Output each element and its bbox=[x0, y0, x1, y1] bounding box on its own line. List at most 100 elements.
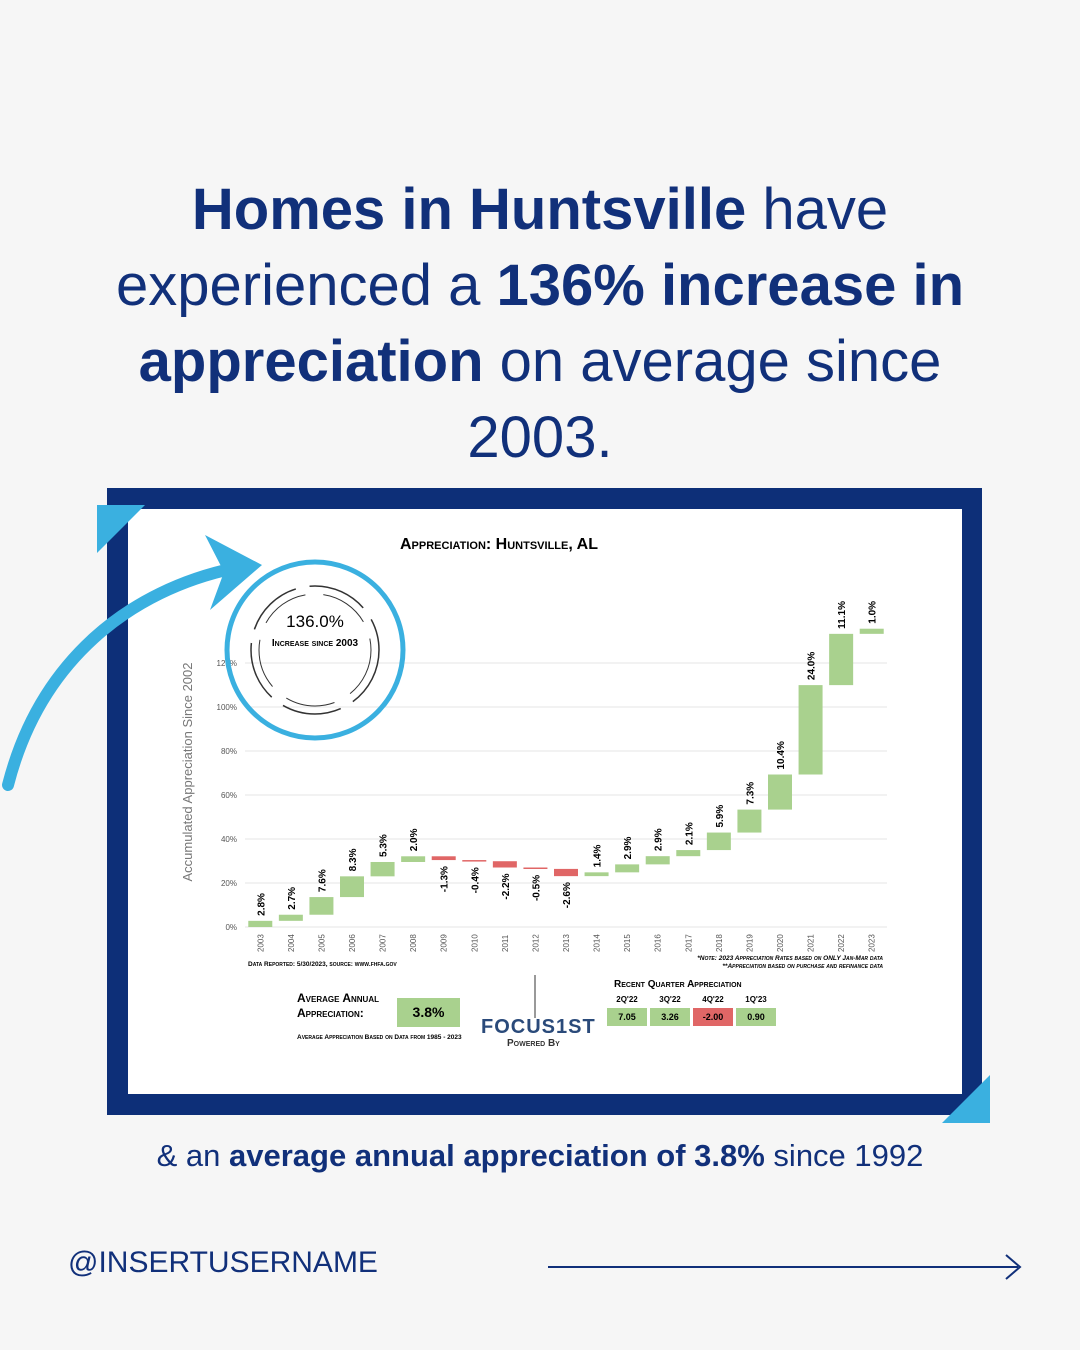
bar bbox=[676, 850, 701, 857]
bar bbox=[798, 685, 823, 775]
y-tick-label: 80% bbox=[221, 747, 237, 756]
bar bbox=[523, 867, 548, 870]
bar bbox=[401, 856, 426, 862]
bar bbox=[829, 633, 854, 686]
arrow-head bbox=[205, 535, 262, 610]
headline: Homes in Huntsville have experienced a 1… bbox=[40, 172, 1040, 476]
bar bbox=[248, 920, 273, 927]
bar bbox=[554, 868, 578, 877]
x-tick-label: 2013 bbox=[562, 934, 571, 952]
recent-title: Recent Quarter Appreciation bbox=[614, 979, 742, 990]
value-label: 5.9% bbox=[715, 805, 726, 828]
headline-text: experienced a bbox=[116, 253, 497, 318]
x-tick-label: 2011 bbox=[501, 934, 510, 952]
x-tick-label: 2015 bbox=[623, 934, 632, 952]
subline-bold: average annual appreciation of 3.8% bbox=[229, 1138, 765, 1173]
average-value: 3.8% bbox=[397, 998, 460, 1027]
note: **Appreciation based on purchase and ref… bbox=[722, 963, 883, 970]
chart-card bbox=[128, 509, 962, 1094]
value-label: -2.6% bbox=[562, 882, 573, 908]
chart-title-text: Appreciation: Huntsville, AL bbox=[400, 536, 598, 553]
bar bbox=[645, 856, 670, 865]
value-label: 1.0% bbox=[868, 601, 879, 624]
value-label: 2.9% bbox=[623, 836, 634, 859]
notes: *Note: 2023 Appreciation Rates based on … bbox=[600, 955, 883, 971]
value-label: 11.1% bbox=[837, 601, 848, 629]
x-tick-label: 2022 bbox=[837, 934, 846, 952]
x-tick-label: 2010 bbox=[470, 934, 479, 952]
y-tick-label: 0% bbox=[225, 923, 237, 932]
value-label: 24.0% bbox=[807, 652, 818, 680]
value-label: -0.4% bbox=[470, 867, 481, 893]
handle: @INSERTUSERNAME bbox=[68, 1246, 378, 1279]
value-label: 2.9% bbox=[654, 828, 665, 851]
quarter-value: 0.90 bbox=[736, 1008, 776, 1026]
value-label: -0.5% bbox=[531, 875, 542, 901]
x-tick-label: 2008 bbox=[409, 934, 418, 952]
value-label: 10.4% bbox=[776, 741, 787, 769]
x-tick-label: 2014 bbox=[593, 934, 602, 952]
callout-label: Increase since 2003 bbox=[271, 638, 359, 649]
subline: & an average annual appreciation of 3.8%… bbox=[0, 1138, 1080, 1174]
x-tick-label: 2007 bbox=[379, 934, 388, 952]
x-tick-label: 2004 bbox=[287, 934, 296, 952]
bar bbox=[706, 832, 731, 851]
callout-ring bbox=[258, 593, 372, 707]
subline-text: since 1992 bbox=[764, 1138, 924, 1173]
bar bbox=[278, 914, 303, 921]
bar bbox=[737, 809, 762, 833]
bar bbox=[431, 856, 456, 861]
value-label: -2.2% bbox=[501, 873, 512, 899]
headline-text: on average since bbox=[483, 329, 942, 394]
x-tick-label: 2009 bbox=[440, 934, 449, 952]
value-label: -1.3% bbox=[440, 866, 451, 892]
x-tick-label: 2017 bbox=[684, 934, 693, 952]
average-label: Average Annual Appreciation: bbox=[297, 991, 380, 1020]
value-label: 2.0% bbox=[409, 828, 420, 851]
y-tick-label: 60% bbox=[221, 791, 237, 800]
x-tick-label: 2020 bbox=[776, 934, 785, 952]
x-tick-label: 2006 bbox=[348, 934, 357, 952]
headline-bold: appreciation bbox=[138, 329, 484, 394]
value-label: 8.3% bbox=[348, 848, 359, 871]
bar bbox=[340, 876, 364, 898]
x-tick-label: 2018 bbox=[715, 934, 724, 952]
callout-circle bbox=[224, 559, 406, 741]
value-label: 7.6% bbox=[317, 869, 328, 892]
value-label: 1.4% bbox=[593, 844, 604, 867]
source-note: Data Reported: 5/30/2023, source: www.fh… bbox=[248, 961, 397, 968]
y-axis-label: Accumulated Appreciation Since 2002 bbox=[180, 663, 195, 882]
value-label: 2.1% bbox=[684, 822, 695, 845]
chart: 0%20%40%60%80%100%120%Accumulated Apprec… bbox=[180, 601, 887, 952]
quarter-value: 7.05 bbox=[607, 1008, 647, 1026]
value-label: 7.3% bbox=[745, 782, 756, 805]
bar bbox=[309, 897, 334, 915]
x-tick-label: 2019 bbox=[745, 934, 754, 952]
y-tick-label: 40% bbox=[221, 835, 237, 844]
corner-triangle bbox=[942, 1075, 990, 1123]
chart-title: Appreciation: Huntsville, AL bbox=[400, 536, 598, 554]
quarter-value: -2.00 bbox=[693, 1008, 733, 1026]
y-tick-label: 100% bbox=[217, 703, 237, 712]
bar bbox=[768, 774, 792, 810]
arrow bbox=[2, 562, 241, 791]
next-arrow-head bbox=[1005, 1254, 1022, 1280]
subline-text: & an bbox=[156, 1138, 230, 1173]
x-tick-label: 2012 bbox=[531, 934, 540, 952]
value-label: 2.7% bbox=[287, 887, 298, 910]
logo-tagline: Powered By bbox=[507, 1038, 560, 1049]
quarter-label: 1Q'23 bbox=[745, 995, 767, 1004]
bar bbox=[584, 872, 609, 877]
callout-ring bbox=[250, 585, 380, 715]
callout-value: 136.0% bbox=[286, 612, 344, 631]
bar bbox=[492, 861, 517, 868]
y-tick-label: 20% bbox=[221, 879, 237, 888]
value-label: 5.3% bbox=[379, 834, 390, 857]
quarter-label: 3Q'22 bbox=[659, 995, 681, 1004]
quarter-value: 3.26 bbox=[650, 1008, 690, 1026]
x-tick-label: 2003 bbox=[256, 934, 265, 952]
headline-bold: 136% increase in bbox=[496, 253, 964, 318]
x-tick-label: 2016 bbox=[654, 934, 663, 952]
